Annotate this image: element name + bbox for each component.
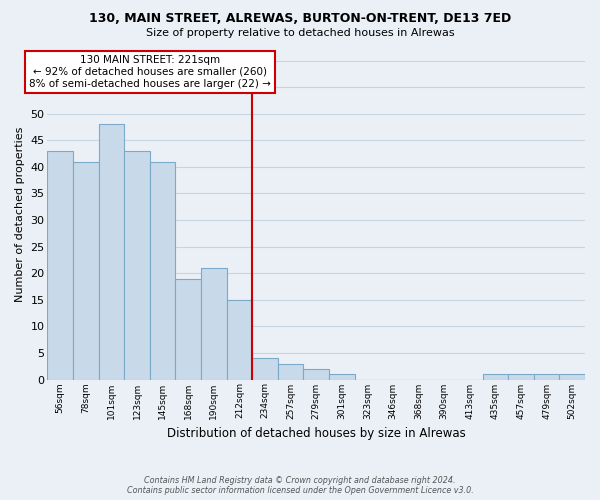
- Text: Contains HM Land Registry data © Crown copyright and database right 2024.
Contai: Contains HM Land Registry data © Crown c…: [127, 476, 473, 495]
- Bar: [201, 268, 227, 380]
- Bar: [73, 162, 98, 380]
- Text: 130, MAIN STREET, ALREWAS, BURTON-ON-TRENT, DE13 7ED: 130, MAIN STREET, ALREWAS, BURTON-ON-TRE…: [89, 12, 511, 26]
- Bar: [175, 278, 201, 380]
- Bar: [278, 364, 304, 380]
- Bar: [482, 374, 508, 380]
- Text: Size of property relative to detached houses in Alrewas: Size of property relative to detached ho…: [146, 28, 454, 38]
- Bar: [124, 151, 150, 380]
- Bar: [227, 300, 252, 380]
- Bar: [150, 162, 175, 380]
- Bar: [534, 374, 559, 380]
- Bar: [252, 358, 278, 380]
- Text: 130 MAIN STREET: 221sqm
← 92% of detached houses are smaller (260)
8% of semi-de: 130 MAIN STREET: 221sqm ← 92% of detache…: [29, 56, 271, 88]
- Bar: [559, 374, 585, 380]
- Bar: [508, 374, 534, 380]
- Bar: [329, 374, 355, 380]
- X-axis label: Distribution of detached houses by size in Alrewas: Distribution of detached houses by size …: [167, 427, 466, 440]
- Y-axis label: Number of detached properties: Number of detached properties: [15, 127, 25, 302]
- Bar: [47, 151, 73, 380]
- Bar: [98, 124, 124, 380]
- Bar: [304, 369, 329, 380]
